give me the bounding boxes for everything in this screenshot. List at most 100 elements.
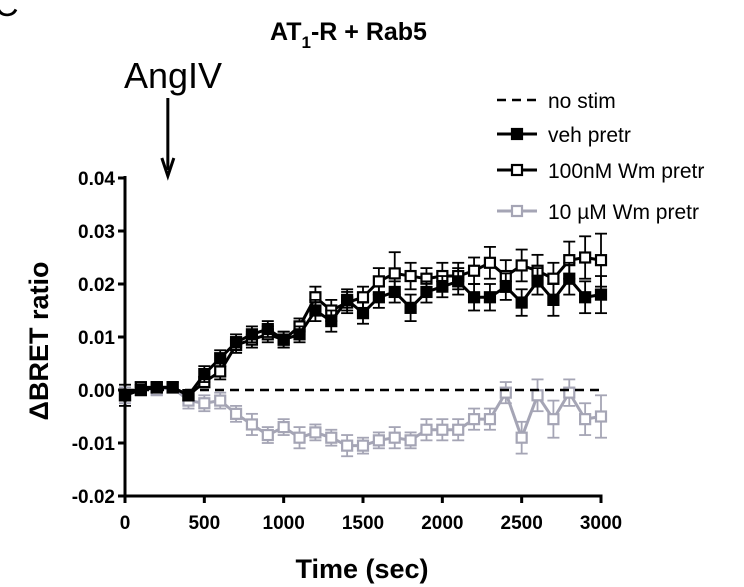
y-axis-label: ΔBRET ratio xyxy=(24,262,54,421)
data-point xyxy=(579,291,592,304)
data-point xyxy=(483,256,497,269)
data-point xyxy=(404,269,417,283)
legend-label: veh pretr xyxy=(548,124,631,147)
panel-label: C xyxy=(0,0,19,24)
data-point xyxy=(420,423,433,436)
data-point xyxy=(483,291,497,304)
data-point xyxy=(515,259,528,272)
data-point xyxy=(166,381,179,394)
data-point xyxy=(467,413,481,426)
data-point xyxy=(372,275,385,288)
data-point xyxy=(229,336,243,349)
data-point xyxy=(325,315,338,328)
legend-marker xyxy=(510,204,524,218)
data-point xyxy=(388,267,401,280)
data-point xyxy=(452,423,465,436)
data-point xyxy=(594,254,608,267)
data-point xyxy=(134,383,147,397)
x-tick-label: 3000 xyxy=(580,513,622,534)
data-point xyxy=(293,431,306,444)
data-point xyxy=(261,322,274,336)
data-point xyxy=(404,434,417,447)
y-tick-label: 0.01 xyxy=(78,328,115,349)
data-point xyxy=(198,397,211,410)
x-tick-label: 1500 xyxy=(342,513,384,534)
x-axis-ticks: 0 500 1000 1500 2000 2500 3000 xyxy=(120,496,622,534)
data-point xyxy=(118,389,132,402)
y-axis-ticks: -0.02 -0.01 0.00 0.01 0.02 0.03 0.04 xyxy=(72,169,125,508)
data-point xyxy=(420,285,433,299)
data-point xyxy=(182,389,195,402)
data-point xyxy=(436,423,449,436)
x-tick-label: 2000 xyxy=(421,513,463,534)
data-point xyxy=(245,328,259,341)
data-point xyxy=(547,272,560,285)
chart-title-subscript: 1 xyxy=(301,33,310,52)
x-tick-label: 0 xyxy=(120,513,131,534)
legend-item-2: 100nM Wm pretr xyxy=(497,160,704,183)
data-point xyxy=(547,293,560,306)
legend: no stim veh pretr 100nM Wm pretr 10 µM Wm p… xyxy=(497,90,704,224)
data-point xyxy=(214,394,227,407)
data-point xyxy=(483,413,497,426)
data-point xyxy=(277,421,290,434)
x-tick-label: 500 xyxy=(188,513,220,534)
data-point xyxy=(467,264,481,277)
legend-item-0: no stim xyxy=(497,90,616,113)
series-1 xyxy=(118,261,608,407)
legend-item-1: veh pretr xyxy=(497,124,631,147)
data-point xyxy=(356,291,370,304)
data-point xyxy=(515,296,528,309)
data-point xyxy=(356,307,370,320)
data-point xyxy=(594,410,608,423)
y-tick-label: 0.02 xyxy=(78,275,115,296)
data-point xyxy=(341,293,354,306)
chart-title: AT1-R + Rab5 xyxy=(270,18,427,52)
data-point xyxy=(531,275,544,288)
x-axis-label: Time (sec) xyxy=(295,554,428,584)
data-point xyxy=(563,272,576,285)
data-point xyxy=(293,328,306,341)
angiv-annotation-label: AngIV xyxy=(124,55,222,96)
data-point xyxy=(467,291,481,304)
chart-title-main: AT xyxy=(270,18,301,46)
y-tick-label: 0.03 xyxy=(78,222,115,243)
data-point xyxy=(515,431,528,444)
data-point xyxy=(436,280,449,293)
legend-marker xyxy=(510,163,524,177)
data-point xyxy=(150,381,163,394)
data-point xyxy=(499,386,512,399)
data-point xyxy=(579,251,592,264)
y-tick-label: -0.01 xyxy=(72,434,116,455)
data-point xyxy=(579,413,592,426)
data-point xyxy=(547,413,560,426)
data-point xyxy=(372,291,385,304)
series-line xyxy=(124,255,602,398)
plot-area xyxy=(118,232,608,458)
legend-marker xyxy=(510,127,524,141)
data-point xyxy=(388,285,401,299)
data-point xyxy=(356,439,370,452)
data-point xyxy=(198,368,211,381)
data-point xyxy=(309,304,322,317)
legend-item-3: 10 µM Wm pretr xyxy=(497,201,699,224)
angiv-arrow-head xyxy=(160,157,176,181)
legend-label: no stim xyxy=(548,90,616,113)
data-point xyxy=(261,428,274,442)
data-point xyxy=(277,333,290,346)
data-point xyxy=(309,426,322,439)
legend-label: 10 µM Wm pretr xyxy=(548,201,699,224)
x-tick-label: 1000 xyxy=(263,513,305,534)
x-tick-label: 2500 xyxy=(501,513,543,534)
data-point xyxy=(388,431,401,444)
data-point xyxy=(499,280,512,293)
legend-label: 100nM Wm pretr xyxy=(548,160,704,183)
data-point xyxy=(531,389,544,402)
y-tick-label: 0.04 xyxy=(78,169,115,190)
data-point xyxy=(452,275,465,288)
y-tick-label: 0.00 xyxy=(78,381,115,402)
chart-title-tail: -R + Rab5 xyxy=(311,18,427,46)
y-tick-label: -0.02 xyxy=(72,487,115,508)
data-point xyxy=(341,439,354,452)
